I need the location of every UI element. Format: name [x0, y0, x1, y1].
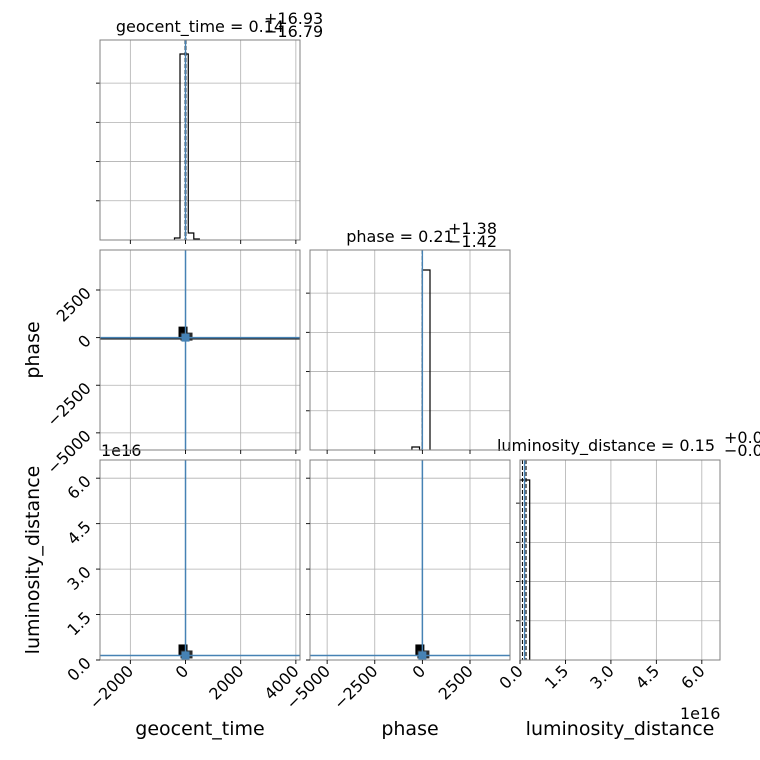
x-tick-label: 2000 [205, 661, 247, 703]
panel-frame [309, 249, 511, 451]
y-tick-label: 6.0 [63, 472, 94, 503]
title-phase: phase = 0.21 [346, 227, 453, 246]
title-phase-lower: −1.42 [448, 232, 497, 251]
x-tick-label: −2000 [85, 661, 137, 713]
ylabel-phase: phase [22, 321, 44, 378]
x-tick-label: 6.0 [677, 661, 708, 692]
density-core [178, 644, 188, 656]
y-tick-label: 0 [74, 331, 95, 352]
panel-2d-geocent_time-luminosity_distance [99, 459, 301, 661]
y-tick-label: 1.5 [63, 608, 94, 639]
y-tick-label: −5000 [43, 426, 95, 478]
xlabel-luminosity-distance: luminosity_distance [526, 718, 715, 740]
title-luminosity-distance: luminosity_distance = 0.15 [497, 436, 715, 456]
y-tick-label: 0.0 [63, 653, 94, 684]
offset-x-luminosity: 1e16 [680, 704, 720, 723]
y-tick-label: 2500 [53, 283, 95, 325]
title-phase-upper: +1.38 [448, 219, 497, 238]
truth-marker [418, 651, 427, 660]
title-geocent-time-lower: −16.79 [264, 22, 323, 41]
panel-frame [309, 459, 511, 661]
panel-hist-geocent_time [96, 39, 301, 241]
density-core [415, 644, 425, 656]
y-tick-label: −2500 [43, 379, 95, 431]
density-core [178, 326, 188, 338]
panel-frame [99, 39, 301, 241]
xlabel-phase: phase [381, 718, 438, 740]
x-tick-label: 3.0 [586, 661, 617, 692]
panel-hist-phase [306, 249, 511, 451]
xlabel-geocent-time: geocent_time [135, 718, 264, 740]
truth-marker [181, 333, 190, 342]
x-tick-label: 0 [172, 661, 193, 682]
panel-hist-luminosity_distance [516, 459, 721, 661]
x-tick-label: −2500 [330, 661, 382, 713]
title-luminosity-distance-lower: −0.07 [724, 441, 760, 460]
panel-frame [99, 249, 301, 451]
x-tick-label: 1.5 [541, 661, 572, 692]
histogram-phase [411, 269, 431, 451]
panel-2d-phase-luminosity_distance [309, 459, 511, 661]
x-tick-label: 0.0 [495, 661, 526, 692]
title-geocent-time-upper: +16.93 [264, 9, 323, 28]
plot-layer: −2000 0 2000 4000−5000−2500 0 2500 0.0 1.5 3.0 4.… [43, 39, 721, 713]
panel-frame [519, 459, 721, 661]
x-tick-label: 0 [409, 661, 430, 682]
truth-marker [181, 651, 190, 660]
x-tick-label: 4.5 [632, 661, 663, 692]
ylabel-luminosity-distance: luminosity_distance [22, 466, 44, 655]
panel-frame [99, 459, 301, 661]
y-tick-label: 4.5 [63, 517, 94, 548]
title-geocent-time: geocent_time = 0.14 [116, 17, 284, 37]
histogram-geocent_time [173, 53, 200, 240]
title-luminosity-distance-upper: +0.05 [724, 428, 760, 447]
panel-2d-geocent_time-phase [99, 249, 301, 451]
y-tick-label: 3.0 [63, 562, 94, 593]
x-tick-label: 2500 [435, 661, 477, 703]
